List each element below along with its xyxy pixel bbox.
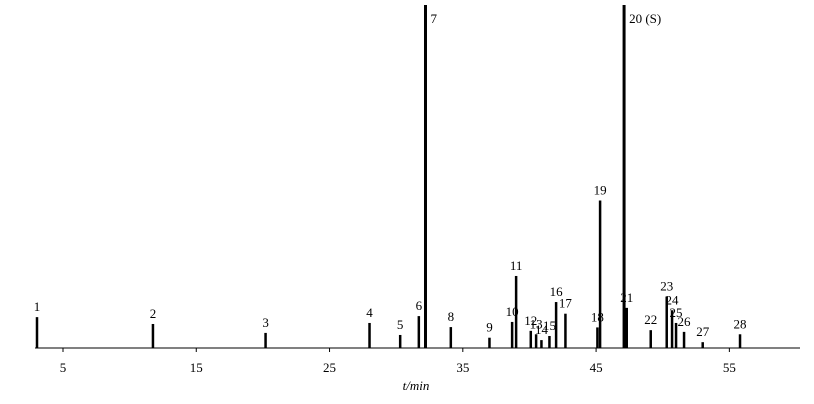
peak	[701, 342, 704, 348]
peak	[622, 5, 626, 348]
peak	[529, 330, 533, 348]
peak-label: 8	[448, 309, 455, 324]
peak-label: 7	[430, 11, 437, 26]
peak	[625, 307, 628, 348]
peak	[596, 327, 599, 348]
peak-label: 13	[530, 316, 543, 331]
peak	[449, 327, 453, 348]
x-tick-label: 25	[323, 360, 336, 375]
peak-label: 15	[543, 318, 556, 333]
peak-label: 17	[559, 296, 573, 311]
peak	[151, 323, 155, 348]
x-tick-label: 15	[190, 360, 203, 375]
peak-label: 23	[660, 279, 673, 294]
peak-label: 24	[666, 292, 680, 307]
peak	[423, 5, 427, 348]
peak	[598, 200, 602, 348]
x-tick-label: 55	[723, 360, 736, 375]
peak-label: 2	[150, 306, 157, 321]
peak	[417, 316, 421, 348]
peak-label: 12	[524, 313, 537, 328]
peak	[682, 331, 686, 348]
peak	[665, 296, 668, 348]
peak	[398, 334, 402, 348]
peak	[488, 337, 491, 348]
peak	[534, 334, 538, 348]
x-tick-label: 35	[456, 360, 469, 375]
x-tick-label: 45	[590, 360, 603, 375]
peak-label: 3	[262, 315, 269, 330]
peak-label: 28	[734, 316, 747, 331]
peak-label: 5	[397, 317, 404, 332]
peak	[35, 317, 39, 348]
peak	[514, 275, 518, 348]
peak	[649, 330, 652, 348]
peak-label: 6	[416, 298, 423, 313]
peak	[548, 335, 551, 348]
peak-label: 14	[535, 322, 549, 337]
peak	[674, 322, 678, 348]
peak	[510, 321, 514, 348]
peak-label: 9	[486, 320, 493, 335]
peak-label: 11	[510, 258, 523, 273]
peak-label: 27	[696, 324, 710, 339]
peak-label: 25	[670, 305, 683, 320]
peak-label: 22	[644, 312, 657, 327]
peak	[264, 332, 267, 348]
peak-label: 1	[34, 299, 41, 314]
peak	[670, 310, 674, 348]
peak-label: 20 (S)	[629, 11, 661, 26]
peak	[540, 340, 543, 348]
peak-label: 16	[550, 284, 564, 299]
peak-label: 4	[366, 305, 373, 320]
peak-label: 18	[591, 309, 604, 324]
peak	[738, 334, 742, 348]
peak	[368, 322, 371, 348]
peak-label: 21	[620, 290, 633, 305]
peak	[554, 302, 558, 348]
peak	[564, 313, 567, 348]
peak-label: 19	[594, 183, 607, 198]
x-axis-label: t/min	[403, 378, 430, 393]
x-tick-label: 5	[60, 360, 67, 375]
peak-label: 26	[678, 314, 692, 329]
